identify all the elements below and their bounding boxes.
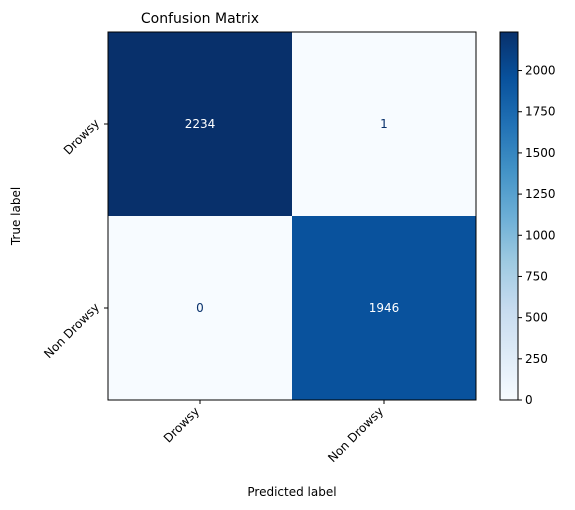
cell-value-label: 2234 [185, 117, 216, 131]
chart-title: Confusion Matrix [141, 11, 259, 27]
plot-frame [107, 31, 477, 401]
x-tick-label: Non Drowsy [325, 404, 386, 465]
colorbar-tick-label: 250 [525, 352, 548, 366]
colorbar-tick-label: 1750 [525, 105, 556, 119]
colorbar-tick-label: 500 [525, 311, 548, 325]
cell-value-label: 1946 [369, 301, 400, 315]
x-axis-label: Predicted label [247, 485, 336, 499]
colorbar-tick-label: 0 [525, 393, 533, 407]
colorbar-ticks: 0 250 500 750 1000 1250 1500 1750 2000 [518, 64, 556, 407]
cell-value-label: 0 [196, 301, 204, 315]
y-axis-label: True label [9, 187, 23, 246]
matrix-cell [108, 216, 292, 400]
matrix-cell [108, 32, 292, 216]
x-axis-ticks: Drowsy Non Drowsy [161, 400, 386, 465]
colorbar-tick-label: 1500 [525, 146, 556, 160]
x-tick-label: Drowsy [161, 404, 202, 445]
y-tick-label: Drowsy [61, 116, 102, 157]
matrix-cell [292, 216, 476, 400]
colorbar-tick-label: 750 [525, 269, 548, 283]
y-axis-ticks: Drowsy Non Drowsy [41, 116, 108, 361]
matrix-cells: 2234 1 0 1946 [108, 32, 476, 400]
colorbar-tick-label: 1000 [525, 228, 556, 242]
matrix-cell [292, 32, 476, 216]
colorbar-tick-label: 1250 [525, 187, 556, 201]
colorbar [499, 31, 519, 401]
y-tick-label: Non Drowsy [41, 300, 102, 361]
colorbar-tick-label: 2000 [525, 64, 556, 78]
cell-value-label: 1 [380, 117, 388, 131]
